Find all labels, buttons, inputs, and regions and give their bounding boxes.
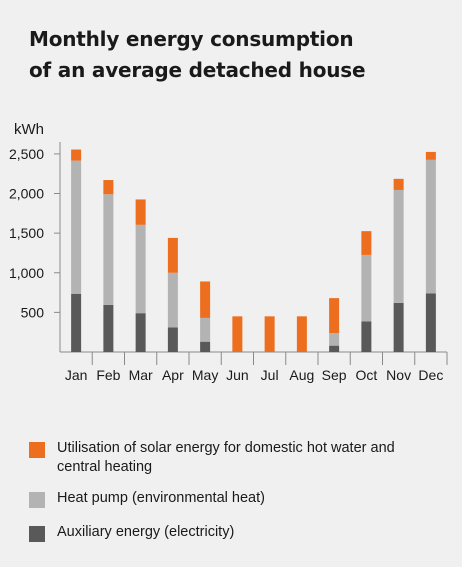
x-tick-label-mar: Mar [129, 367, 153, 383]
y-tick-label: 500 [21, 304, 45, 320]
bar-jul-solar [264, 316, 275, 352]
bar-jun-solar [232, 316, 243, 352]
legend-label-solar: Utilisation of solar energy for domestic… [57, 440, 395, 475]
y-tick-label: 1,500 [9, 225, 44, 241]
bar-nov-heat-pump [393, 189, 404, 303]
bar-may-solar [200, 281, 211, 318]
bar-sep-heat-pump [329, 332, 340, 346]
bar-oct-auxiliary [361, 321, 372, 352]
bar-apr-solar [167, 237, 178, 273]
legend-swatch-solar [29, 442, 45, 458]
y-tick-label: 2,000 [9, 186, 44, 202]
x-tick-label-jun: Jun [226, 367, 249, 383]
x-tick-label-aug: Aug [289, 367, 314, 383]
bar-apr-heat-pump [167, 272, 178, 328]
bar-mar-solar [135, 199, 146, 225]
x-tick-label-jan: Jan [65, 367, 88, 383]
stacked-bar-chart: kWh 500 1,000 1,500 2,000 2,500 Jan Feb Mar Apr Ma… [9, 121, 448, 383]
bar-jan-auxiliary [71, 293, 82, 352]
legend-swatch-heat-pump [29, 492, 45, 508]
x-tick-label-apr: Apr [162, 367, 184, 383]
y-tick-label: 2,500 [9, 146, 44, 162]
x-tick-label-feb: Feb [96, 367, 120, 383]
bar-feb-auxiliary [103, 304, 114, 352]
bar-oct-heat-pump [361, 254, 372, 322]
bar-mar-auxiliary [135, 313, 146, 352]
chart-title-line-2: of an average detached house [29, 58, 366, 82]
chart-title-line-1: Monthly energy consumption [29, 27, 354, 51]
y-tick-label: 1,000 [9, 265, 44, 281]
x-tick-label-nov: Nov [386, 367, 411, 383]
chart-title: Monthly energy consumption of an average… [29, 24, 449, 86]
bar-mar-heat-pump [135, 224, 146, 314]
y-axis-label: kWh [14, 121, 44, 138]
bar-may-heat-pump [200, 317, 211, 342]
bar-aug-solar [296, 316, 307, 352]
bar-dec-heat-pump [425, 159, 436, 294]
bar-may-auxiliary [200, 341, 211, 352]
bar-nov-solar [393, 178, 404, 190]
x-tick-label-dec: Dec [418, 367, 443, 383]
bar-sep-auxiliary [329, 345, 340, 352]
bar-jan-heat-pump [71, 160, 82, 294]
legend-label-auxiliary: Auxiliary energy (electricity) [57, 524, 235, 540]
x-tick-label-sep: Sep [322, 367, 347, 383]
bar-oct-solar [361, 231, 372, 255]
x-tick-label-jul: Jul [261, 367, 279, 383]
x-tick-label-may: May [192, 367, 218, 383]
bar-sep-solar [329, 298, 340, 333]
bar-dec-auxiliary [425, 293, 436, 352]
bar-feb-solar [103, 180, 114, 195]
x-tick-label-oct: Oct [355, 367, 377, 383]
bar-jan-solar [71, 149, 82, 161]
bar-dec-solar [425, 151, 436, 160]
legend-swatch-auxiliary [29, 526, 45, 542]
bar-nov-auxiliary [393, 302, 404, 352]
bar-apr-auxiliary [167, 327, 178, 352]
legend-label-heat-pump: Heat pump (environmental heat) [57, 490, 265, 506]
bar-feb-heat-pump [103, 194, 114, 305]
